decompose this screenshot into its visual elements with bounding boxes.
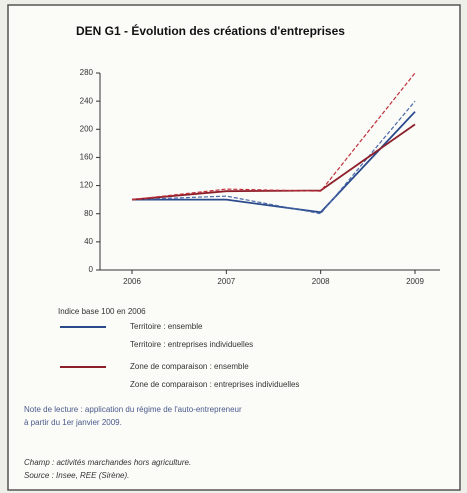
legend-title: Indice base 100 en 2006 — [58, 307, 146, 316]
y-tick-label: 80 — [84, 209, 93, 218]
chart-title: DEN G1 - Évolution des créations d'entre… — [76, 23, 345, 38]
x-tick-label: 2009 — [406, 277, 424, 286]
champ: Champ : activités marchandes hors agricu… — [24, 458, 191, 467]
series-line — [131, 123, 416, 201]
x-tick-label: 2007 — [217, 277, 235, 286]
x-tick-label: 2006 — [123, 277, 141, 286]
series-line — [132, 111, 416, 214]
y-tick-label: 120 — [80, 181, 94, 190]
legend-label: Zone de comparaison : entreprises indivi… — [130, 380, 299, 389]
frame — [7, 4, 461, 491]
y-tick-label: 40 — [84, 237, 93, 246]
source: Source : Insee, REE (Sirène). — [24, 471, 129, 480]
series-line — [131, 72, 416, 201]
y-tick-label: 240 — [80, 96, 94, 105]
y-tick-label: 200 — [80, 124, 94, 133]
legend-label: Territoire : entreprises individuelles — [130, 340, 253, 349]
y-tick-label: 280 — [80, 68, 94, 77]
legend-label: Zone de comparaison : ensemble — [130, 362, 249, 371]
y-tick-label: 160 — [80, 153, 94, 162]
legend-label: Territoire : ensemble — [130, 322, 203, 331]
x-tick-label: 2008 — [312, 277, 330, 286]
y-tick-label: 0 — [89, 265, 94, 274]
note: à partir du 1er janvier 2009. — [24, 418, 122, 427]
note: Note de lecture : application du régime … — [24, 405, 242, 414]
